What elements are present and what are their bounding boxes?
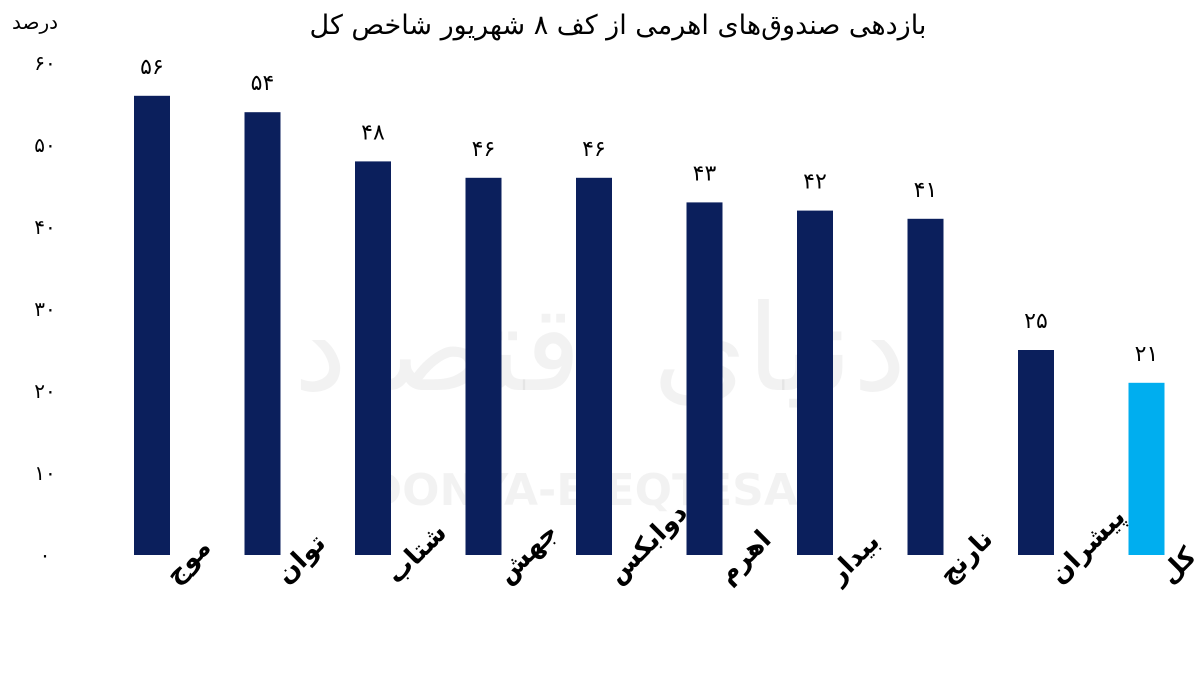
x-category-label: دوابکس <box>602 498 694 590</box>
bar-value-label: ۴۶ <box>582 137 606 162</box>
bar <box>465 177 502 556</box>
bar-value-label: ۴۲ <box>803 170 827 195</box>
bar <box>907 218 944 556</box>
bar <box>576 177 612 556</box>
y-tick-label: ۱۰ <box>34 461 55 485</box>
bar <box>797 210 833 555</box>
chart-title: بازدهی صندوق‌های اهرمی از کف ۸ شهریور شا… <box>309 10 927 41</box>
y-tick-label: ۳۰ <box>34 297 55 321</box>
y-axis-unit-label: درصد <box>12 10 59 34</box>
bar <box>1128 382 1165 555</box>
x-category-label: پیشران <box>1044 502 1132 590</box>
bar-value-label: ۴۱ <box>914 178 938 203</box>
bar-value-label: ۴۶ <box>472 137 496 162</box>
y-tick-label: ۰ <box>40 543 51 567</box>
bar-value-label: ۴۸ <box>361 120 385 145</box>
bar-value-label: ۲۱ <box>1135 342 1159 367</box>
y-tick-label: ۲۰ <box>34 379 55 403</box>
bar <box>134 95 170 556</box>
bar-value-label: ۲۵ <box>1024 309 1048 334</box>
bar-value-label: ۵۶ <box>140 55 164 80</box>
bar-value-label: ۵۴ <box>251 71 275 96</box>
y-tick-label: ۵۰ <box>34 133 55 157</box>
bar <box>686 202 723 555</box>
bar <box>244 112 281 555</box>
x-category-label: جهش <box>491 517 564 590</box>
y-tick-label: ۴۰ <box>34 215 55 239</box>
y-tick-label: ۶۰ <box>34 51 55 75</box>
bar-value-label: ۴۳ <box>693 161 717 186</box>
bar <box>1018 350 1054 555</box>
bar <box>355 161 391 555</box>
x-category-label: شتاب <box>381 518 453 590</box>
